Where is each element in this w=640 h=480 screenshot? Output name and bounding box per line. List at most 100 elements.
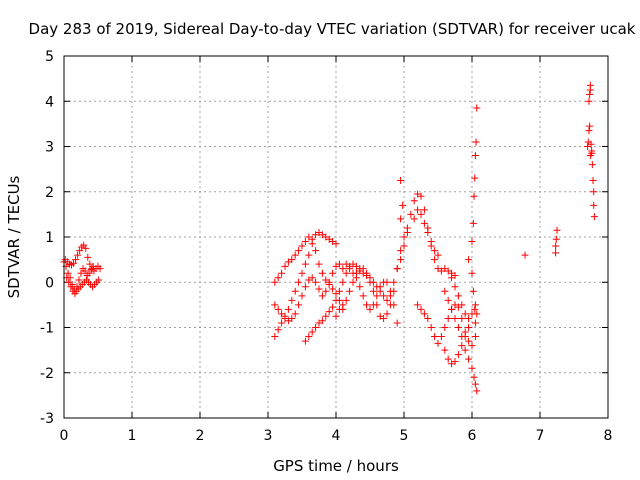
data-point <box>298 242 306 250</box>
data-point <box>407 210 415 218</box>
data-point <box>434 251 442 259</box>
data-point <box>291 310 299 318</box>
data-point <box>305 333 313 341</box>
data-point <box>346 265 354 273</box>
data-point <box>278 319 286 327</box>
data-point <box>284 305 292 313</box>
data-point <box>312 247 320 255</box>
data-point <box>414 206 422 214</box>
data-point <box>469 219 477 227</box>
data-point <box>81 267 89 275</box>
data-point <box>325 308 333 316</box>
data-point <box>454 324 462 331</box>
y-tick-label: -3 <box>40 411 54 427</box>
data-point <box>417 305 425 313</box>
data-point <box>431 256 439 264</box>
data-point <box>424 228 432 236</box>
data-point <box>473 310 481 318</box>
data-point <box>454 292 462 300</box>
data-point <box>473 387 481 395</box>
data-point <box>335 305 343 313</box>
data-point <box>352 274 360 282</box>
data-point <box>397 215 405 223</box>
data-point <box>383 296 391 304</box>
data-point <box>444 355 452 363</box>
data-point <box>397 256 405 264</box>
data-point <box>468 238 476 246</box>
data-point <box>470 373 478 381</box>
data-point <box>444 296 452 304</box>
data-point <box>397 247 405 255</box>
data-point <box>397 176 405 184</box>
data-point <box>291 287 299 295</box>
data-point <box>471 380 479 388</box>
data-point <box>373 292 381 300</box>
data-point <box>301 337 309 345</box>
data-point <box>315 285 323 293</box>
data-point <box>274 326 282 334</box>
data-points <box>60 81 598 395</box>
data-point <box>96 265 104 273</box>
x-tick-label: 4 <box>332 428 341 444</box>
y-tick-label: 4 <box>45 94 54 110</box>
data-point <box>552 249 560 257</box>
y-tick-label: 1 <box>45 230 54 246</box>
data-point <box>380 314 388 322</box>
data-point <box>441 324 449 331</box>
data-point <box>458 342 466 350</box>
data-point <box>271 301 279 309</box>
data-point <box>471 152 479 160</box>
data-point <box>369 287 377 295</box>
y-tick-label: -2 <box>40 366 54 382</box>
data-point <box>437 333 445 341</box>
data-point <box>329 269 337 277</box>
data-point <box>318 292 326 300</box>
data-point <box>586 152 594 160</box>
data-point <box>414 301 422 309</box>
data-point <box>271 278 279 286</box>
data-point <box>465 256 473 264</box>
data-point <box>359 265 367 273</box>
data-point <box>85 269 93 277</box>
data-point <box>332 312 340 320</box>
data-point <box>376 283 384 291</box>
data-point <box>465 314 473 322</box>
data-point <box>448 305 456 313</box>
data-point <box>441 287 449 295</box>
plot-frame <box>63 55 609 419</box>
data-point <box>305 251 313 259</box>
data-point <box>470 192 478 200</box>
data-point <box>274 305 282 313</box>
data-point <box>461 310 469 318</box>
data-point <box>346 287 354 295</box>
data-point <box>393 319 401 327</box>
data-point <box>274 274 282 282</box>
data-point <box>458 314 466 322</box>
data-point <box>451 357 459 365</box>
data-point <box>339 265 347 273</box>
data-point <box>424 314 432 322</box>
data-point <box>70 259 78 267</box>
data-point <box>552 235 560 243</box>
data-point <box>295 278 303 286</box>
data-point <box>295 301 303 309</box>
data-point <box>308 328 316 336</box>
data-point <box>356 283 364 291</box>
data-point <box>403 224 411 232</box>
x-tick-label: 7 <box>536 428 545 444</box>
data-point <box>585 127 593 135</box>
data-point <box>465 337 473 345</box>
data-point <box>363 301 371 309</box>
data-point <box>590 188 598 196</box>
data-point <box>586 81 594 89</box>
data-point <box>417 210 425 218</box>
data-point <box>390 301 398 309</box>
data-point <box>465 324 473 331</box>
data-point <box>312 278 320 286</box>
data-point <box>417 192 425 200</box>
data-point <box>444 314 452 322</box>
x-tick-label: 6 <box>468 428 477 444</box>
data-point <box>383 310 391 318</box>
data-point <box>588 161 596 169</box>
